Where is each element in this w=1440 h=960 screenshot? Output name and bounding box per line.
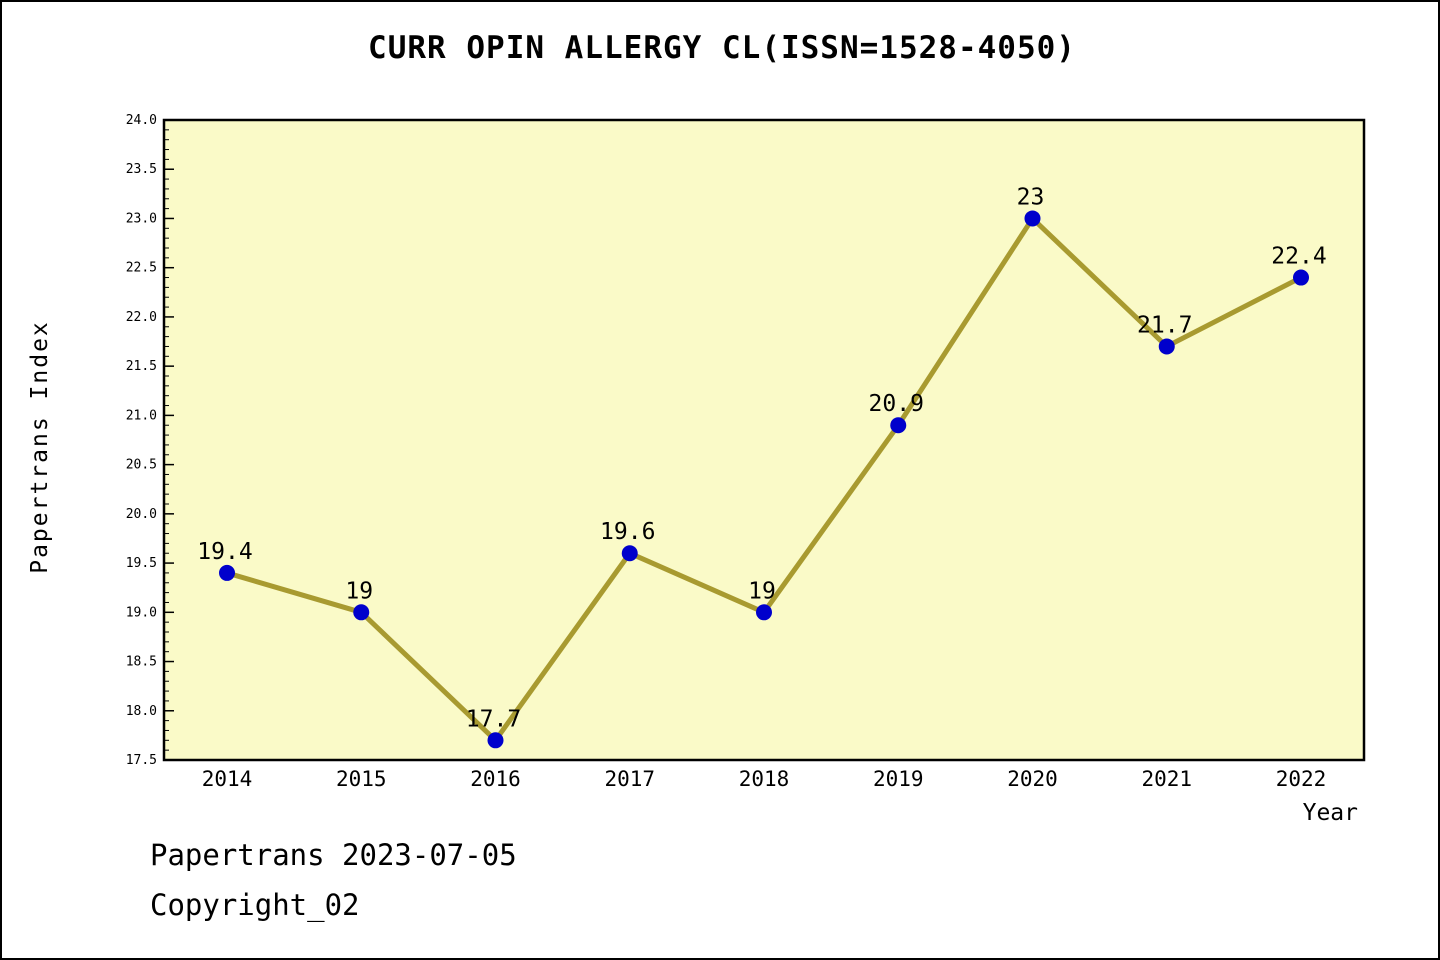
x-tick-label: 2020 xyxy=(1007,767,1058,791)
y-tick-label: 19.5 xyxy=(126,556,157,571)
x-tick-label: 2022 xyxy=(1276,767,1327,791)
x-tick-label: 2014 xyxy=(202,767,253,791)
y-tick-label: 18.5 xyxy=(126,655,157,670)
data-point xyxy=(756,604,772,621)
x-tick-label: 2018 xyxy=(739,767,790,791)
x-tick-label: 2019 xyxy=(873,767,924,791)
y-tick-label: 21.5 xyxy=(126,359,157,374)
data-point-label: 21.7 xyxy=(1137,312,1192,338)
y-tick-label: 23.0 xyxy=(126,211,157,226)
chart-title: CURR OPIN ALLERGY CL(ISSN=1528-4050) xyxy=(368,30,1076,66)
x-tick-label: 2015 xyxy=(336,767,387,791)
y-tick-label: 22.0 xyxy=(126,310,157,325)
y-tick-label: 20.5 xyxy=(126,458,157,473)
data-point xyxy=(1293,269,1309,286)
plot-area: 17.5 18.0 18.5 19.0 19.5 20.0 20.5 21.0 21.5 22.0… xyxy=(126,113,1366,791)
data-point-label: 19.6 xyxy=(600,519,655,545)
plot-border xyxy=(162,118,1366,762)
footer-copyright: Copyright_02 xyxy=(150,888,360,922)
data-point-label: 20.9 xyxy=(869,391,924,417)
data-point-label: 22.4 xyxy=(1271,244,1326,270)
y-tick-label: 17.5 xyxy=(126,753,157,768)
data-point xyxy=(1158,338,1175,355)
x-axis-label: Year xyxy=(1302,800,1358,826)
data-point xyxy=(219,564,235,581)
y-tick-label: 23.5 xyxy=(126,162,157,177)
data-point-label: 19 xyxy=(748,578,776,604)
data-point-label: 19 xyxy=(345,578,373,604)
data-point xyxy=(487,732,504,749)
y-tick-label: 20.0 xyxy=(126,507,157,522)
data-point-label: 19.4 xyxy=(197,539,252,565)
data-point xyxy=(1024,210,1041,227)
data-point xyxy=(353,604,370,621)
data-point-label: 23 xyxy=(1017,184,1045,210)
footer-papertrans-date: Papertrans 2023-07-05 xyxy=(150,838,517,872)
x-tick-label: 2017 xyxy=(604,767,655,791)
y-tick-label: 18.0 xyxy=(126,704,157,719)
y-tick-label: 22.5 xyxy=(126,261,157,276)
y-tick-label: 24.0 xyxy=(126,113,157,128)
data-point-label: 17.7 xyxy=(466,706,521,732)
x-tick-label: 2016 xyxy=(470,767,521,791)
data-point xyxy=(890,417,907,434)
y-tick-label: 21.0 xyxy=(126,408,157,423)
y-tick-label: 19.0 xyxy=(126,605,157,620)
x-tick-label: 2021 xyxy=(1141,767,1192,791)
data-point xyxy=(621,545,638,562)
plot-background xyxy=(164,120,1364,760)
